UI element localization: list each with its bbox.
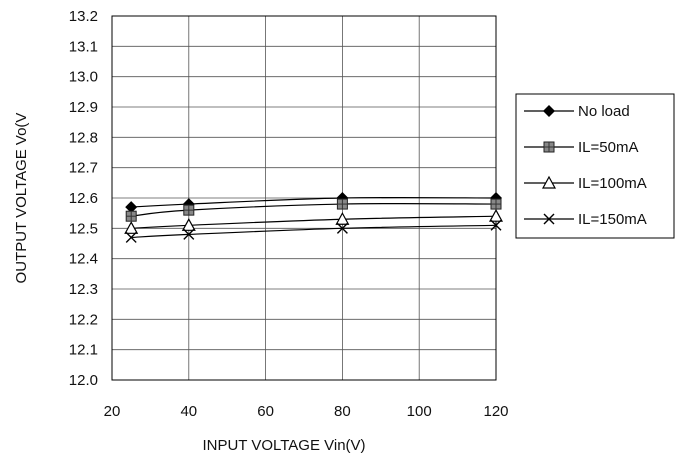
data-point-s2-0 [124,221,139,234]
legend-marker [543,105,555,117]
legend-box [515,93,675,239]
x-tick-label: 60 [257,403,274,420]
series-line-2 [131,215,497,229]
data-point-s2-3 [488,208,504,222]
y-tick-label: 12.9 [69,99,98,116]
y-tick-label: 12.8 [69,129,98,146]
data-point-s1-0 [125,210,137,222]
legend-item: No load [524,103,630,120]
data-point-s1-1 [183,204,195,216]
series-line-3 [131,224,497,239]
legend-marker [543,213,555,225]
legend: No load IL=50mA IL=100mA IL=150mA [515,93,675,239]
data-point-s3-1 [183,228,195,240]
y-tick-label: 12.2 [69,311,98,328]
series-lines [131,196,497,239]
x-tick-label: 40 [180,403,197,420]
y-tick-label: 12.0 [69,372,98,389]
data-point-s2-2 [335,211,350,225]
y-tick-label: 13.0 [69,69,98,86]
x-tick-labels: 20 40 60 80 100 120 [104,403,509,420]
legend-item: IL=100mA [524,175,647,192]
x-axis-title: INPUT VOLTAGE Vin(V) [202,437,365,454]
legend-marker [541,175,557,189]
data-point-s1-2 [336,198,348,210]
data-point-s3-0 [125,231,137,243]
legend-item: IL=150mA [524,211,647,228]
x-tick-label: 120 [483,403,508,420]
legend-label: No load [578,103,630,120]
legend-label: IL=50mA [578,139,638,156]
x-tick-label: 20 [104,403,121,420]
y-tick-labels: 12.0 12.1 12.2 12.3 12.4 12.5 12.6 12.7 12.8 12.9… [69,8,98,389]
x-tick-label: 80 [334,403,351,420]
series-line-1 [131,202,497,217]
legend-marker [543,141,555,153]
legend-item: IL=50mA [524,139,638,156]
x-tick-label: 100 [407,403,432,420]
series-markers [124,192,504,243]
series-line-0 [131,196,497,208]
y-tick-label: 12.6 [69,190,98,207]
y-tick-label: 12.3 [69,281,98,298]
y-tick-label: 12.4 [69,251,98,268]
data-point-s0-0 [125,201,138,214]
data-point-s1-3 [490,198,502,210]
legend-label: IL=150mA [578,211,647,228]
y-tick-label: 12.5 [69,220,98,237]
legend-label: IL=100mA [578,175,647,192]
y-tick-label: 12.1 [69,342,98,359]
data-point-s3-2 [336,222,348,234]
data-point-s2-1 [181,218,196,231]
y-tick-label: 13.1 [69,38,98,55]
y-tick-label: 13.2 [69,8,98,25]
y-axis-title: OUTPUT VOLTAGE Vo(V [13,113,30,284]
legend-items: No load IL=50mA IL=100mA IL=150mA [524,103,647,228]
data-point-s3-3 [490,219,502,231]
y-tick-label: 12.7 [69,160,98,177]
